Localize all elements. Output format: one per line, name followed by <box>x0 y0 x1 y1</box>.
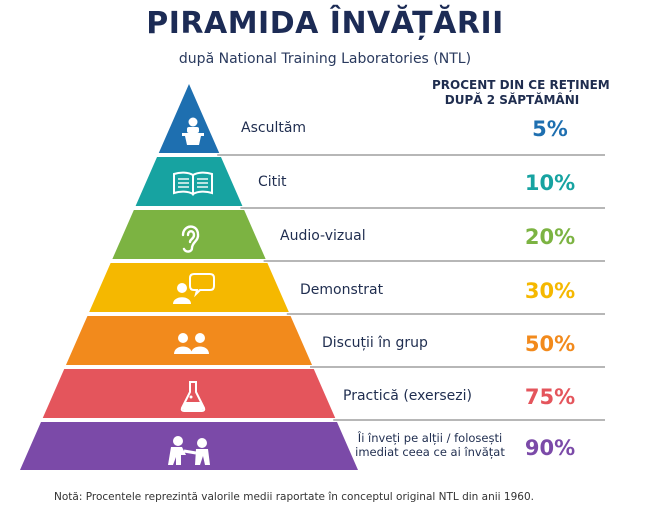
pyramid-level-2 <box>135 157 243 206</box>
level-label-6: Practică (exersezi) <box>343 388 472 404</box>
level-percent-4: 30% <box>524 279 576 303</box>
level-label-7: Îi înveți pe alții / folosești imediat c… <box>355 431 505 459</box>
level-label-2: Citit <box>258 174 287 190</box>
column-header: PROCENT DIN CE REȚINEM DUPĂ 2 SĂPTĂMÂNI <box>432 78 610 108</box>
level-label-4: Demonstrat <box>300 282 384 298</box>
lecturer-icon <box>182 117 204 145</box>
pyramid-level-5 <box>65 316 313 365</box>
pyramid-level-1 <box>158 84 220 153</box>
level-label-1: Ascultăm <box>241 120 307 136</box>
level-label-3: Audio-vizual <box>280 228 366 244</box>
demo-speech-icon <box>173 273 215 304</box>
book-icon <box>173 171 213 196</box>
column-header-line1: PROCENT DIN CE REȚINEM <box>432 78 610 92</box>
footnote: Notă: Procentele reprezintă valorile med… <box>54 491 534 503</box>
level-percent-6: 75% <box>524 385 576 409</box>
level-label-5: Discuții în grup <box>322 335 428 351</box>
pyramid-level-7 <box>20 422 358 470</box>
teaching-icon <box>168 436 210 465</box>
level-percent-2: 10% <box>524 171 576 195</box>
column-header-line2: DUPĂ 2 SĂPTĂMÂNI <box>444 93 580 107</box>
pyramid-level-4 <box>89 263 289 312</box>
level-percent-7: 90% <box>524 436 576 460</box>
page-title: PIRAMIDA ÎNVĂȚĂRII <box>146 6 504 41</box>
level-percent-5: 50% <box>524 332 576 356</box>
page-subtitle: după National Training Laboratories (NTL… <box>178 51 472 67</box>
ear-icon <box>181 225 200 253</box>
group-icon <box>174 333 209 354</box>
level-percent-3: 20% <box>524 225 576 249</box>
level-percent-1: 5% <box>532 117 568 141</box>
flask-icon <box>180 381 206 412</box>
